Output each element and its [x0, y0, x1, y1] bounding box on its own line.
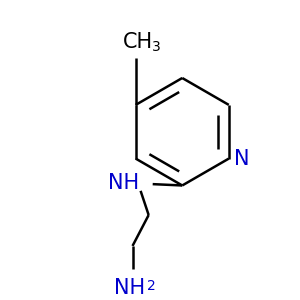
Text: 3: 3: [152, 40, 161, 54]
Text: N: N: [234, 148, 249, 169]
Text: CH: CH: [123, 32, 153, 52]
Text: 2: 2: [146, 279, 155, 293]
Text: NH: NH: [114, 278, 146, 298]
Text: NH: NH: [108, 173, 139, 193]
